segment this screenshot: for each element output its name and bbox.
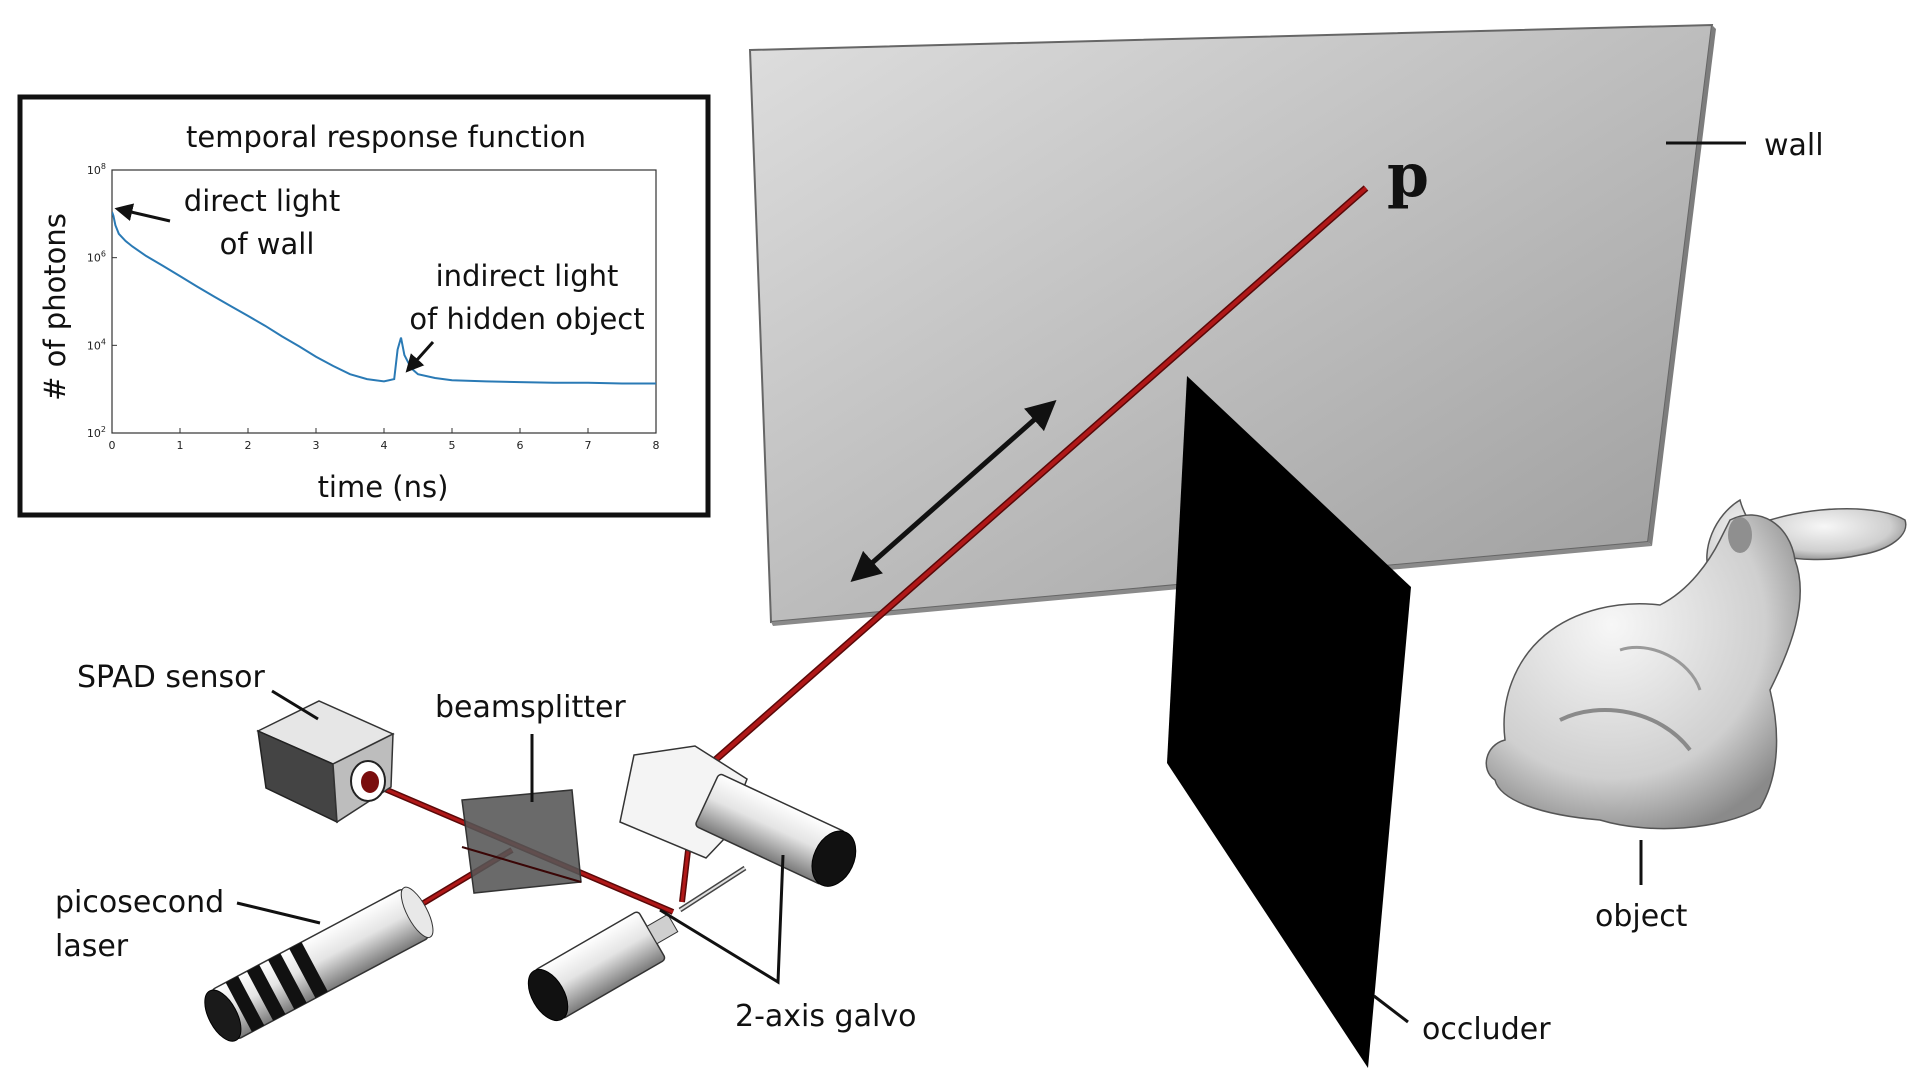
spad-label: SPAD sensor xyxy=(77,660,265,695)
galvo-motor-bottom xyxy=(527,911,679,1022)
x-tick-label: 8 xyxy=(653,439,660,452)
x-tick-label: 0 xyxy=(109,439,116,452)
y-axis-label: # of photons xyxy=(38,213,72,401)
occluder-label: occluder xyxy=(1422,1012,1551,1047)
galvo-label-leader xyxy=(659,854,785,985)
annotation-indirect-arrow xyxy=(405,341,435,373)
y-axis-ticks: 102 104 106 108 xyxy=(87,162,117,440)
y-tick-label: 102 xyxy=(87,425,106,440)
plot-area xyxy=(111,169,657,434)
laser-label-leader xyxy=(236,901,321,925)
galvo-label: 2-axis galvo xyxy=(735,999,916,1034)
beamsplitter-label: beamsplitter xyxy=(435,690,626,725)
x-tick-label: 4 xyxy=(381,439,388,452)
x-tick-label: 3 xyxy=(313,439,320,452)
annotation-direct-line2: of wall xyxy=(220,227,315,261)
x-tick-label: 7 xyxy=(585,439,592,452)
inset-title: temporal response function xyxy=(186,120,586,154)
annotation-direct-line1: direct light xyxy=(184,184,340,218)
annotation-indirect-line1: indirect light xyxy=(436,259,619,293)
spad-label-leader xyxy=(271,689,319,721)
x-tick-label: 6 xyxy=(517,439,524,452)
occluder-label-leader xyxy=(1373,994,1409,1024)
laser-label-line1: picosecond xyxy=(55,885,224,920)
x-tick-label: 5 xyxy=(449,439,456,452)
wall-label: wall xyxy=(1764,128,1824,163)
y-tick-label: 106 xyxy=(87,250,106,265)
point-p-label: p xyxy=(1387,141,1429,211)
laser-label-line2: laser xyxy=(55,929,129,964)
occluder xyxy=(1167,376,1411,1068)
x-tick-label: 1 xyxy=(177,439,184,452)
galvo-motor-top xyxy=(695,773,857,887)
series-line-photons xyxy=(112,211,656,385)
annotation-indirect-line2: of hidden object xyxy=(409,302,644,336)
object-label: object xyxy=(1595,899,1688,934)
y-tick-label: 104 xyxy=(87,337,106,352)
galvo-mirror xyxy=(678,865,747,913)
spad-sensor xyxy=(256,700,395,824)
x-axis-label: time (ns) xyxy=(318,470,449,504)
bunny-object xyxy=(1485,498,1907,830)
y-tick-label: 108 xyxy=(87,162,106,177)
beamsplitter xyxy=(461,789,582,894)
x-tick-label: 2 xyxy=(245,439,252,452)
distance-arrow xyxy=(850,400,1057,582)
annotation-direct-arrow xyxy=(114,203,171,223)
picosecond-laser xyxy=(204,886,434,1042)
x-axis-ticks: 0 1 2 3 4 5 6 7 8 xyxy=(109,428,660,452)
